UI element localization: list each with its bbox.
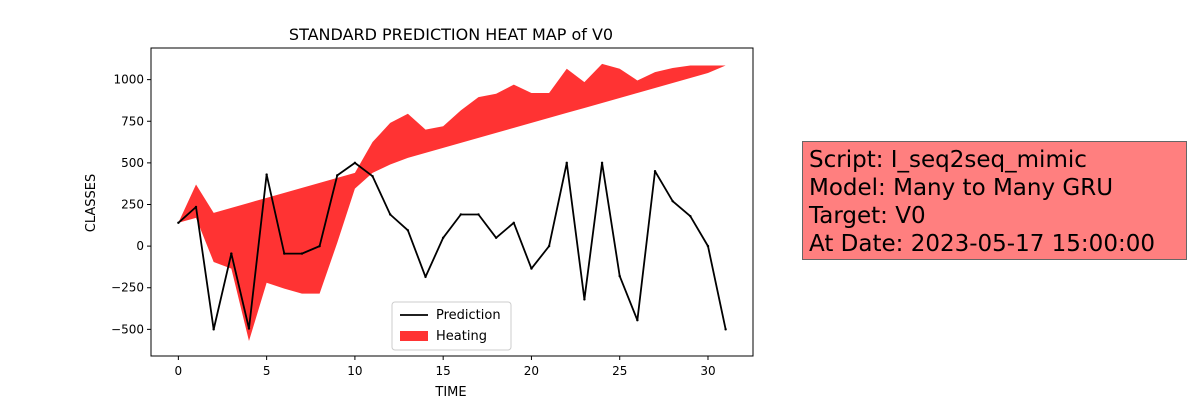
- x-tick-label: 0: [175, 364, 183, 378]
- y-tick-label: 1000: [113, 73, 144, 87]
- axes-frame: [150, 47, 754, 357]
- y-axis-label: CLASSES: [84, 174, 99, 232]
- prediction-point: [689, 214, 692, 218]
- prediction-point: [512, 221, 515, 225]
- prediction-point: [424, 275, 427, 279]
- x-axis-label: TIME: [434, 385, 466, 400]
- prediction-point: [247, 327, 251, 330]
- prediction-point: [706, 244, 710, 248]
- prediction-point: [724, 328, 727, 331]
- x-tick-label: 25: [612, 364, 627, 378]
- prediction-point: [336, 174, 339, 177]
- prediction-point: [230, 252, 233, 255]
- chart-title: STANDARD PREDICTION HEAT MAP of V0: [289, 25, 613, 44]
- info-model-line: Model: Many to Many GRU: [809, 175, 1114, 201]
- x-tick-label: 5: [263, 364, 271, 378]
- y-tick-label: 750: [121, 114, 144, 128]
- x-tick-label: 10: [347, 364, 362, 378]
- prediction-point: [389, 213, 392, 216]
- prediction-point: [530, 267, 533, 270]
- info-script-line: Script: I_seq2seq_mimic: [809, 147, 1087, 173]
- legend-heating-swatch: [400, 331, 428, 341]
- prediction-point: [283, 252, 286, 255]
- prediction-line: [177, 161, 727, 331]
- y-tick-label: −250: [111, 281, 144, 295]
- legend: Prediction Heating: [391, 301, 512, 351]
- prediction-point: [653, 170, 657, 173]
- prediction-point: [194, 205, 198, 209]
- y-tick-label: 500: [121, 156, 144, 170]
- prediction-point: [441, 236, 445, 239]
- prediction-point: [265, 173, 268, 176]
- prediction-point: [494, 236, 498, 239]
- prediction-point: [636, 319, 639, 322]
- legend-prediction-label: Prediction: [436, 308, 501, 323]
- x-tick-label: 15: [436, 364, 451, 378]
- prediction-point: [600, 161, 604, 165]
- y-tick-label: −500: [111, 322, 144, 336]
- legend-heating-label: Heating: [436, 329, 487, 344]
- prediction-point: [477, 213, 480, 216]
- prediction-point: [671, 199, 674, 203]
- plot-area: 0 5 10 15 20 25 30 −500 −250 0 250 500 750 1000: [111, 47, 754, 378]
- x-tick-label: 30: [700, 364, 715, 378]
- info-box: Script: I_seq2seq_mimic Model: Many to M…: [802, 141, 1187, 260]
- prediction-point: [318, 244, 321, 248]
- y-tick-label: 0: [136, 239, 144, 253]
- prediction-point: [618, 274, 621, 278]
- info-date-line: At Date: 2023-05-17 15:00:00: [809, 231, 1155, 257]
- prediction-point: [300, 252, 304, 255]
- prediction-point: [583, 298, 586, 301]
- prediction-point: [406, 229, 410, 232]
- prediction-point: [371, 174, 374, 178]
- prediction-point: [459, 213, 463, 216]
- prediction-point: [177, 221, 180, 225]
- info-target-line: Target: V0: [809, 203, 926, 229]
- prediction-point: [353, 161, 357, 165]
- x-tick-label: 20: [524, 364, 539, 378]
- y-tick-label: 250: [121, 197, 144, 211]
- heating-area: [178, 63, 726, 342]
- prediction-point: [547, 244, 551, 248]
- prediction-point: [565, 161, 568, 165]
- prediction-point: [212, 328, 215, 331]
